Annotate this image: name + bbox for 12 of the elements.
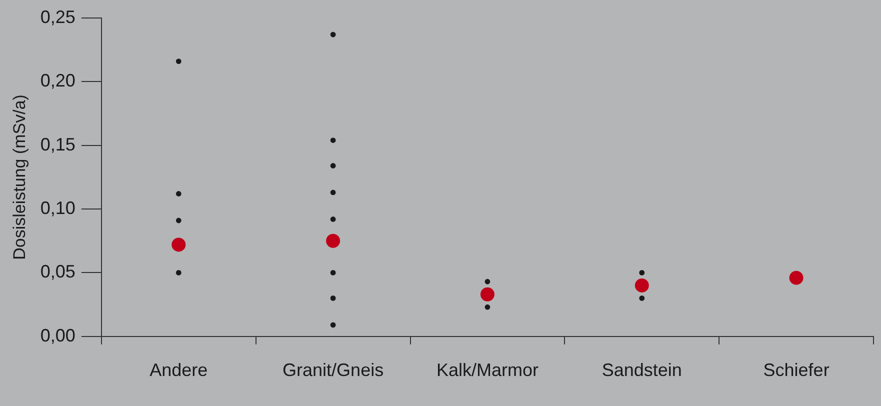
y-tick-label: 0,25 [40,6,76,27]
y-axis-title: Dosisleistung (mSv/a) [10,94,29,260]
y-tick-label: 0,05 [40,262,76,282]
x-tick-label: Andere [150,360,208,380]
y-tick-label: 0,20 [40,70,76,91]
x-tick-label: Sandstein [602,360,682,380]
x-tick-label: Kalk/Marmor [436,360,538,380]
x-tick-label: Schiefer [763,360,830,380]
y-tick-label: 0,15 [40,134,76,154]
y-tick-label: 0,10 [40,198,76,218]
x-tick-label: Granit/Gneis [282,360,384,380]
y-tick-label: 0,00 [40,325,76,346]
